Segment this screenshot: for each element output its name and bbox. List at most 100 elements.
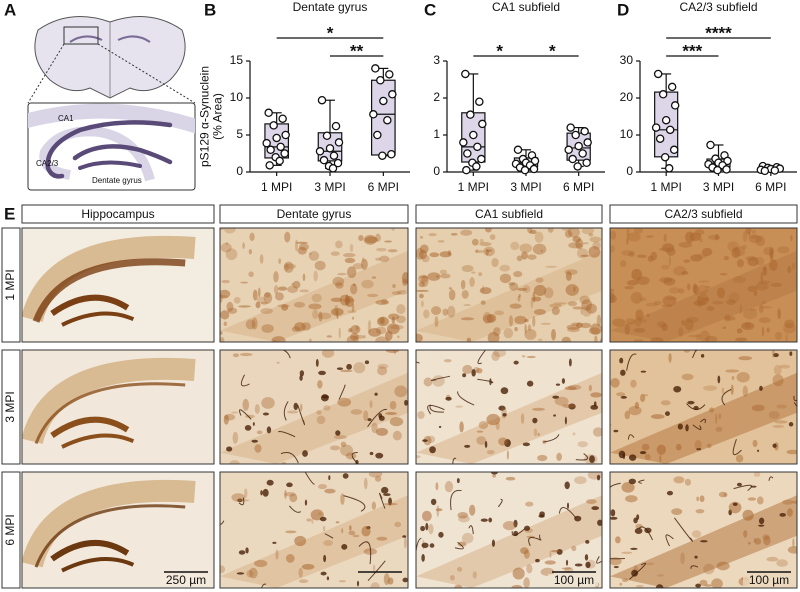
cell xyxy=(662,243,675,253)
cell xyxy=(278,258,282,264)
cell xyxy=(375,427,389,436)
cell xyxy=(535,558,540,563)
micrograph xyxy=(609,349,798,465)
cell xyxy=(356,580,360,587)
cell xyxy=(427,435,436,444)
cell xyxy=(588,232,594,237)
cell xyxy=(568,358,572,367)
cell xyxy=(678,288,685,294)
cell xyxy=(478,272,483,277)
fiber xyxy=(539,534,541,540)
cell xyxy=(703,563,715,575)
cell xyxy=(585,499,597,504)
data-point xyxy=(664,164,674,173)
cell xyxy=(231,493,245,502)
cell xyxy=(220,289,231,298)
cell xyxy=(490,472,499,475)
cell xyxy=(656,444,666,455)
cell xyxy=(508,315,514,327)
cell xyxy=(420,525,426,532)
cell xyxy=(248,271,254,278)
fiber xyxy=(239,409,252,420)
cell xyxy=(273,271,279,283)
cell xyxy=(736,482,742,487)
cell xyxy=(518,294,521,298)
cell xyxy=(526,355,536,359)
cell xyxy=(685,231,695,244)
cell xyxy=(631,268,643,281)
cell xyxy=(783,323,796,334)
cell xyxy=(344,257,356,264)
cell xyxy=(493,327,501,337)
cell xyxy=(238,550,246,555)
cell xyxy=(633,517,638,524)
micrograph-content xyxy=(416,228,602,342)
data-point xyxy=(571,130,580,140)
cell xyxy=(769,247,774,259)
cell xyxy=(742,230,748,243)
cell xyxy=(361,279,374,289)
cell xyxy=(624,286,635,290)
column-header-box xyxy=(21,204,215,224)
cell xyxy=(691,530,702,538)
column-header: CA2/3 subfield xyxy=(664,207,742,221)
cell xyxy=(645,235,654,238)
cell xyxy=(502,413,507,417)
fiber xyxy=(277,431,296,438)
cell xyxy=(732,276,746,284)
cell xyxy=(693,300,706,306)
cell xyxy=(582,242,589,245)
micrograph-content xyxy=(610,350,797,464)
cell xyxy=(438,425,442,429)
cell xyxy=(566,502,570,509)
fiber xyxy=(379,492,386,509)
data-point xyxy=(334,138,344,147)
cell xyxy=(544,560,556,565)
cell xyxy=(438,531,444,538)
data-point xyxy=(661,115,671,125)
row-label-box xyxy=(1,227,21,343)
data-point xyxy=(566,123,575,132)
fiber xyxy=(427,404,445,415)
micrograph-frame xyxy=(415,471,603,589)
diagram-label: CA2/3 xyxy=(36,159,59,168)
cell xyxy=(283,263,297,269)
cell xyxy=(758,304,764,313)
cell xyxy=(789,351,793,356)
cell xyxy=(369,451,374,456)
cell xyxy=(521,251,528,260)
cell xyxy=(418,249,428,260)
cell xyxy=(699,579,708,586)
fiber xyxy=(690,565,699,569)
scale-label-bg xyxy=(548,574,598,586)
cell xyxy=(487,332,500,342)
cell xyxy=(504,439,511,448)
cell xyxy=(404,399,408,406)
cell xyxy=(788,422,794,427)
cell xyxy=(774,420,788,424)
cell xyxy=(718,413,722,420)
cell xyxy=(730,384,734,396)
cell xyxy=(474,250,485,253)
cell xyxy=(256,430,263,435)
cell xyxy=(367,293,379,298)
y-tick-label: 20 xyxy=(620,90,634,104)
cell xyxy=(337,397,352,407)
cell xyxy=(229,460,240,464)
cell xyxy=(707,234,721,240)
cell xyxy=(757,449,760,453)
cell xyxy=(695,333,701,341)
cell xyxy=(385,412,398,415)
cell xyxy=(619,582,623,586)
cell xyxy=(681,319,686,326)
fiber xyxy=(324,533,334,539)
cell xyxy=(220,228,225,231)
ca-layer xyxy=(45,120,173,179)
cell xyxy=(544,265,558,268)
cell xyxy=(766,327,770,333)
cell xyxy=(298,579,309,584)
cell xyxy=(615,536,621,544)
cell xyxy=(610,245,615,253)
cell xyxy=(626,232,641,242)
cell xyxy=(758,280,771,284)
